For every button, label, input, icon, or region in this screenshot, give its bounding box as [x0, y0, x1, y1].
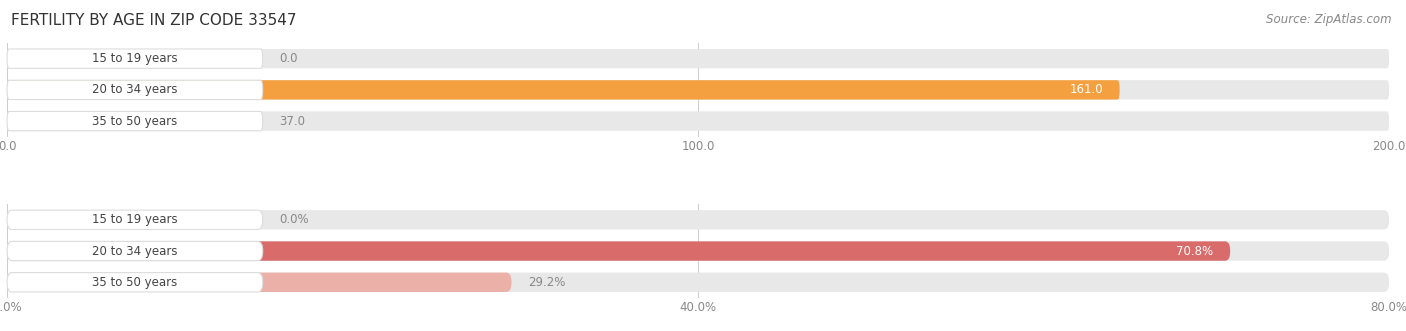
FancyBboxPatch shape — [7, 112, 263, 131]
FancyBboxPatch shape — [7, 49, 263, 68]
Text: 0.0: 0.0 — [280, 52, 298, 65]
FancyBboxPatch shape — [7, 210, 1389, 229]
Text: 0.0%: 0.0% — [280, 213, 309, 226]
FancyBboxPatch shape — [7, 80, 1389, 100]
Text: 20 to 34 years: 20 to 34 years — [93, 83, 177, 96]
FancyBboxPatch shape — [7, 241, 263, 261]
Text: 37.0: 37.0 — [280, 115, 305, 128]
Text: 20 to 34 years: 20 to 34 years — [93, 245, 177, 258]
Text: 15 to 19 years: 15 to 19 years — [91, 52, 177, 65]
Text: 35 to 50 years: 35 to 50 years — [93, 115, 177, 128]
FancyBboxPatch shape — [7, 112, 263, 131]
Text: 15 to 19 years: 15 to 19 years — [91, 213, 177, 226]
FancyBboxPatch shape — [7, 241, 1389, 261]
Text: FERTILITY BY AGE IN ZIP CODE 33547: FERTILITY BY AGE IN ZIP CODE 33547 — [11, 13, 297, 28]
Text: 161.0: 161.0 — [1070, 83, 1104, 96]
Text: 70.8%: 70.8% — [1177, 245, 1213, 258]
FancyBboxPatch shape — [7, 273, 263, 292]
FancyBboxPatch shape — [7, 273, 512, 292]
FancyBboxPatch shape — [7, 80, 1119, 100]
Text: 29.2%: 29.2% — [529, 276, 565, 289]
Text: Source: ZipAtlas.com: Source: ZipAtlas.com — [1267, 13, 1392, 26]
FancyBboxPatch shape — [7, 112, 1389, 131]
FancyBboxPatch shape — [7, 241, 1230, 261]
FancyBboxPatch shape — [7, 80, 263, 100]
Text: 35 to 50 years: 35 to 50 years — [93, 276, 177, 289]
FancyBboxPatch shape — [7, 210, 263, 229]
FancyBboxPatch shape — [7, 49, 1389, 68]
FancyBboxPatch shape — [7, 273, 1389, 292]
